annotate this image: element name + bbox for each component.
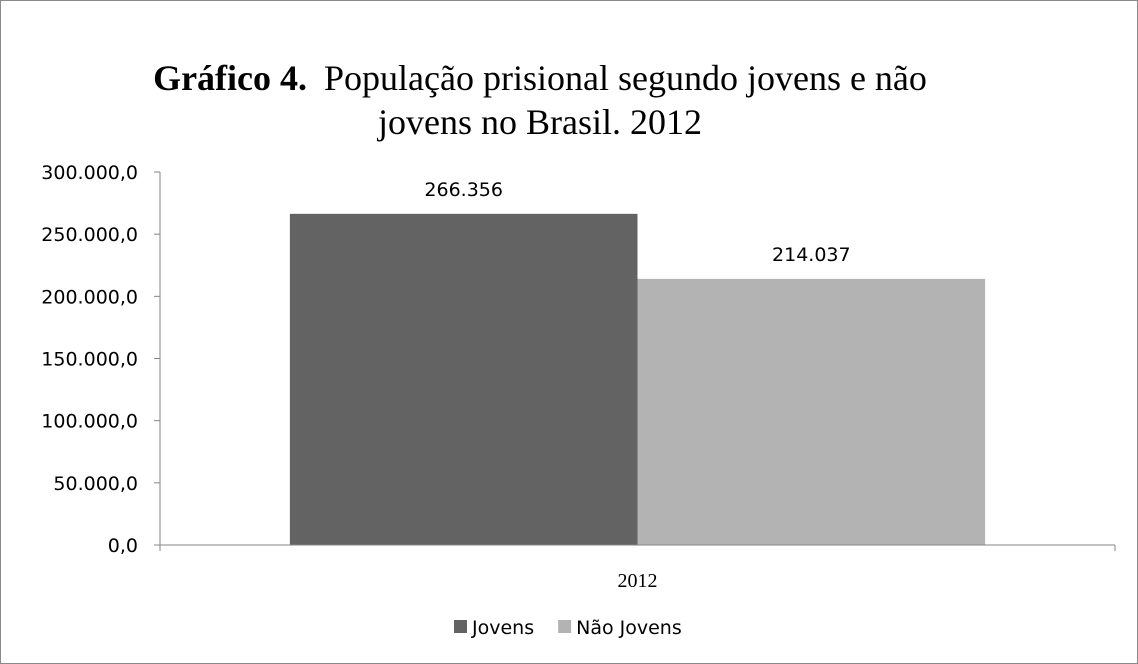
y-tick-label: 250.000,0 [41, 224, 138, 246]
bar-value-label: 214.037 [772, 244, 851, 266]
legend-label: Jovens [471, 617, 534, 639]
chart-title-bold: Gráfico 4. [153, 58, 307, 98]
legend-swatch-jovens [454, 620, 467, 633]
legend-swatch-não-jovens [558, 620, 572, 633]
y-tick-label: 100.000,0 [41, 411, 138, 433]
legend-label: Não Jovens [576, 617, 682, 639]
y-tick-label: 50.000,0 [53, 473, 138, 495]
bars: 266.356 214.037 [289, 179, 986, 546]
chart-title-line1: Gráfico 4. População prisional segundo j… [153, 58, 927, 98]
y-tick-label: 150.000,0 [41, 349, 138, 371]
y-tick-label: 300.000,0 [41, 162, 138, 184]
y-tick-label: 0,0 [108, 535, 138, 557]
bar-não-jovens [637, 278, 986, 545]
chart-title-text: População prisional segundo jovens e não [324, 58, 927, 98]
y-axis: 0,0 50.000,0 100.000,0 150.000,0 200.000,0 25… [41, 162, 161, 557]
x-axis: 2012 [159, 544, 1116, 592]
x-category-label: 2012 [618, 570, 658, 592]
bar-jovens [289, 213, 638, 546]
legend: Jovens Não Jovens [454, 617, 682, 639]
y-tick-label: 200.000,0 [41, 286, 138, 308]
chart-title-line2: jovens no Brasil. 2012 [376, 102, 702, 142]
bar-value-label: 266.356 [424, 179, 503, 201]
